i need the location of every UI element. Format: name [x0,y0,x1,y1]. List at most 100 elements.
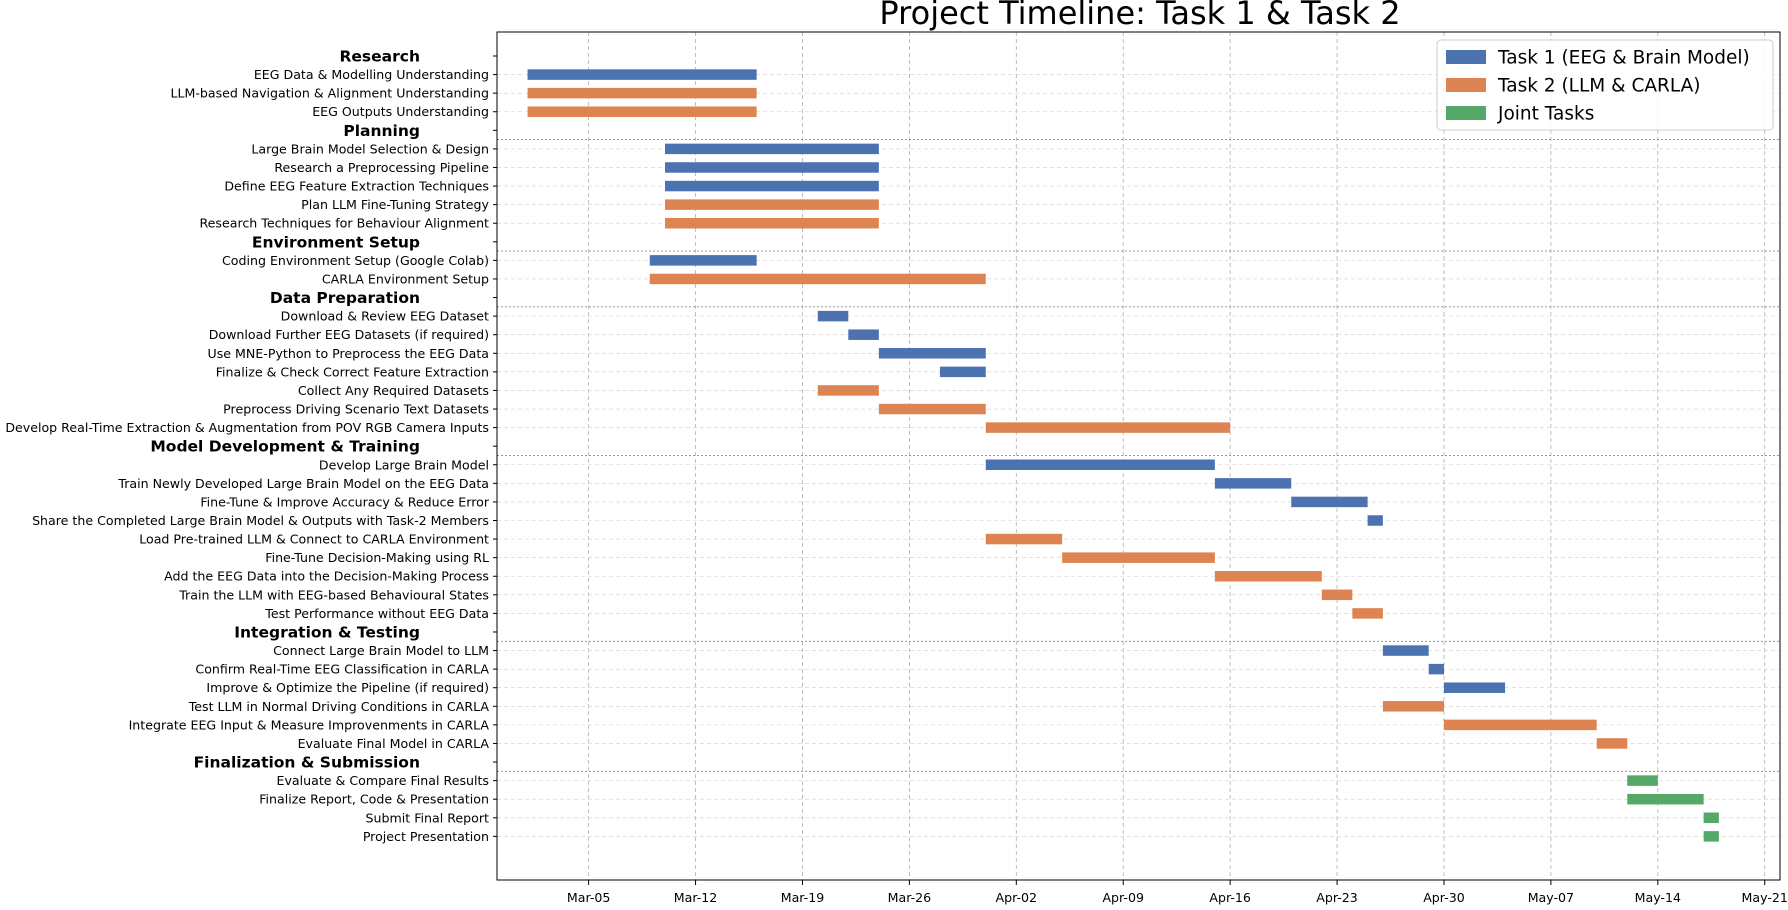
legend-swatch [1446,106,1486,120]
task-bar-t2 [649,273,986,285]
task-label: Train Newly Developed Large Brain Model … [117,476,489,491]
task-label: Test Performance without EEG Data [264,606,489,621]
x-tick-label: May-14 [1635,890,1681,905]
task-label: Project Presentation [363,829,489,844]
task-bar-t1 [649,255,757,266]
task-label: Test LLM in Normal Driving Conditions in… [188,699,490,714]
x-axis: Mar-05 Mar-12 Mar-19 Mar-26 Apr-02 Apr-09 Apr-… [567,880,1788,905]
task-label: Share the Completed Large Brain Model & … [32,513,489,528]
task-bar-t2 [878,403,986,415]
task-bar-t1 [527,69,757,80]
x-tick-label: Mar-12 [674,890,718,905]
task-label: Use MNE-Python to Preprocess the EEG Dat… [208,346,489,361]
legend-swatch [1446,50,1486,64]
x-tick-label: Mar-05 [567,890,611,905]
task-label: Preprocess Driving Scenario Text Dataset… [223,402,489,417]
task-bar-t2 [1321,589,1353,601]
legend-box [1436,39,1774,131]
task-bar-t2 [985,533,1063,545]
task-label: Fine-Tune & Improve Accuracy & Reduce Er… [200,494,489,509]
x-tick-label: May-07 [1528,890,1574,905]
task-label: Fine-Tune Decision-Making using RL [265,550,489,565]
task-bar-joint [1703,812,1719,824]
x-tick-label: Apr-23 [1316,890,1358,905]
task-bar-joint [1627,793,1704,805]
task-label: Download & Review EEG Dataset [281,309,489,324]
task-label: Train the LLM with EEG-based Behavioural… [178,587,489,602]
section-label-data-preparation: Data Preparation [270,289,420,307]
grid-layer [497,32,1780,880]
task-label: Finalize Report, Code & Presentation [259,792,489,807]
section-label-environment-setup: Environment Setup [252,233,420,251]
task-label: Large Brain Model Selection & Design [251,141,489,156]
task-label: EEG Data & Modelling Understanding [254,67,489,82]
legend-entry: Task 2 (LLM & CARLA) [1497,76,1700,97]
task-bar-t1 [985,459,1215,471]
task-label: Evaluate Final Model in CARLA [298,736,490,751]
task-label: LLM-based Navigation & Alignment Underst… [170,86,489,101]
task-bar-t1 [878,348,986,359]
x-tick-label: Mar-19 [781,890,825,905]
section-label-planning: Planning [343,122,420,140]
task-label: Plan LLM Fine-Tuning Strategy [301,197,489,212]
task-label: Confirm Real-Time EEG Classification in … [195,662,489,677]
task-label: Evaluate & Compare Final Results [277,773,489,788]
legend-entry: Task 1 (EEG & Brain Model) [1497,48,1750,69]
task-label: Finalize & Check Correct Feature Extract… [216,364,489,379]
task-label: Research Techniques for Behaviour Alignm… [200,216,490,231]
task-bar-t2 [1214,570,1322,582]
task-bar-t2 [1382,701,1444,712]
legend-entry: Joint Tasks [1497,104,1594,125]
section-label-finalization-submission: Finalization & Submission [194,754,420,772]
section-separators [497,139,1780,772]
task-bar-t2 [985,422,1231,433]
chart-title: Project Timeline: Task 1 & Task 2 [879,0,1400,32]
x-tick-label: Apr-02 [996,890,1038,905]
task-label: Develop Large Brain Model [319,457,489,472]
legend-swatch [1446,78,1486,92]
legend: Task 1 (EEG & Brain Model) Task 2 (LLM & … [1436,39,1774,131]
x-tick-label: Apr-09 [1102,890,1144,905]
task-bar-t2 [527,87,757,99]
task-label: Coding Environment Setup (Google Colab) [222,253,489,268]
section-label-model-development-training: Model Development & Training [150,438,420,456]
task-bar-t1 [1382,645,1429,656]
task-label: Develop Real-Time Extraction & Augmentat… [5,420,489,435]
x-tick-label: Apr-30 [1423,890,1465,905]
task-bar-t2 [527,106,757,117]
task-bar-t1 [1291,496,1368,508]
task-bar-t2 [1443,719,1597,731]
x-tick-label: Apr-16 [1209,890,1251,905]
section-label-research: Research [339,48,420,66]
task-bar-t2 [665,199,879,210]
task-bar-t2 [1062,552,1215,563]
task-label: Collect Any Required Datasets [298,383,489,398]
task-label: Improve & Optimize the Pipeline (if requ… [206,680,489,695]
task-label: Research a Preprocessing Pipeline [274,160,489,175]
task-label: Connect Large Brain Model to LLM [273,643,489,658]
task-bar-t1 [1443,682,1506,693]
task-bar-t1 [939,366,986,378]
task-label: Define EEG Feature Extraction Techniques [224,179,489,194]
task-bar-t1 [1367,515,1383,526]
task-bar-t2 [665,217,879,229]
task-label: CARLA Environment Setup [322,271,489,286]
task-bar-t2 [1352,608,1383,619]
task-bar-t1 [665,143,879,155]
task-label: Download Further EEG Datasets (if requir… [209,327,489,342]
task-bar-t1 [665,180,879,192]
section-label-integration-testing: Integration & Testing [234,623,420,641]
task-bar-t1 [665,162,879,173]
task-label: Integrate EEG Input & Measure Improvenme… [129,717,490,732]
task-bar-joint [1627,775,1658,786]
task-bar-t1 [848,329,879,340]
task-label: Load Pre-trained LLM & Connect to CARLA … [139,532,489,547]
plot-frame [496,31,1781,881]
task-bar-t2 [817,385,879,396]
task-bar-t2 [1596,738,1628,749]
x-tick-label: May-21 [1742,890,1788,905]
x-tick-label: Mar-26 [888,890,932,905]
bars-layer [527,69,1719,842]
